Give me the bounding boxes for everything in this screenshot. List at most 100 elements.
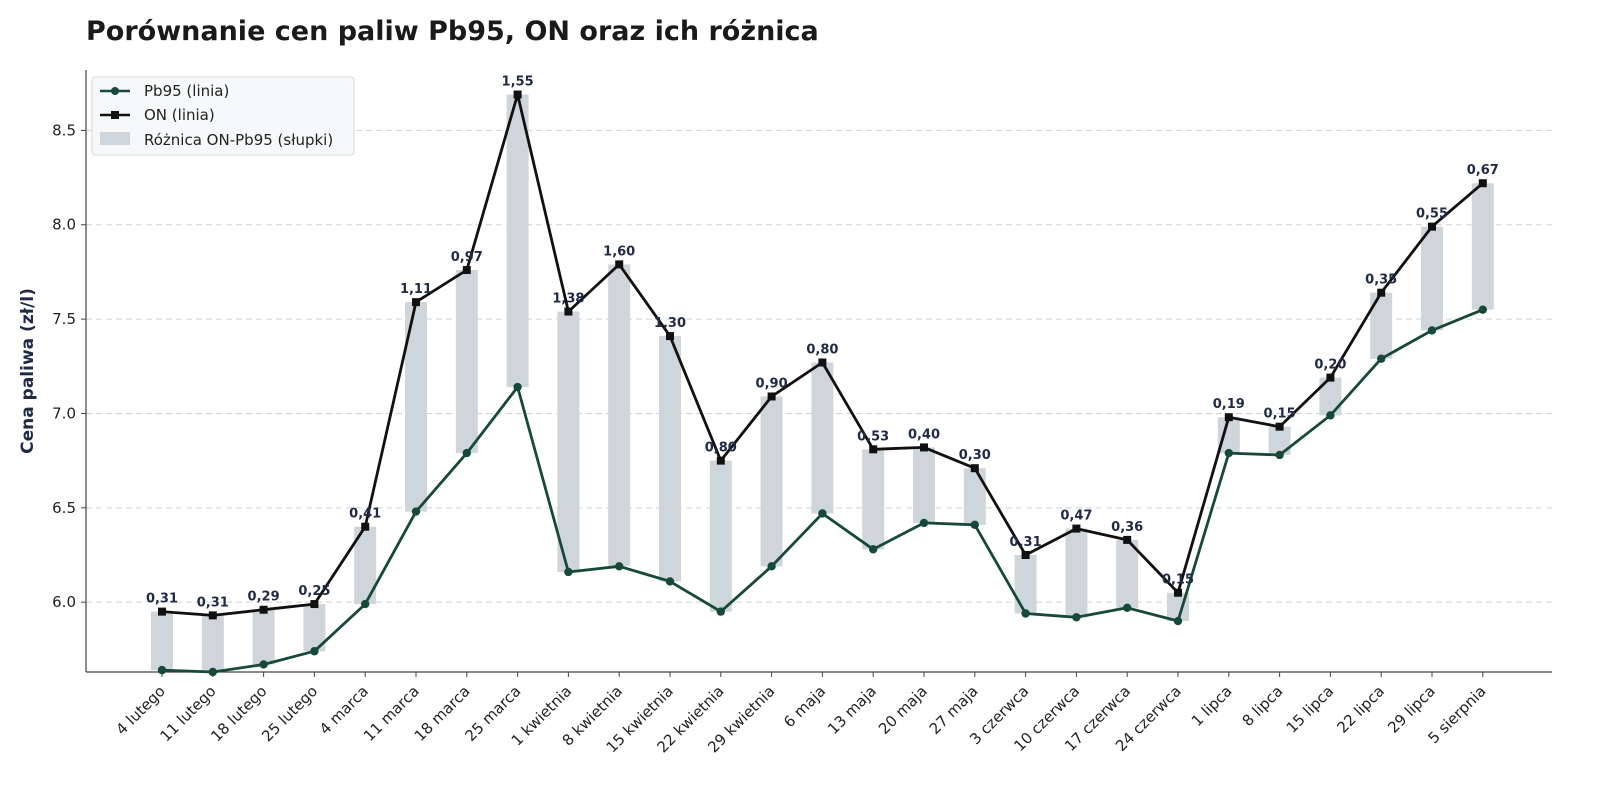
y-axis-title: Cena paliwa (zł/l) (18, 288, 38, 454)
diff-bar (659, 336, 681, 582)
diff-bar (963, 468, 986, 525)
diff-data-label: 0,15 (1162, 573, 1194, 588)
on-point (158, 607, 166, 616)
diff-bar (1319, 377, 1342, 416)
x-tick-label: 8 lipca (1239, 682, 1287, 730)
pb95-point (919, 518, 929, 528)
diff-bar (862, 449, 885, 550)
diff-data-label: 0,31 (146, 592, 178, 607)
pb95-point (1478, 305, 1488, 314)
diff-bar (1116, 539, 1139, 608)
pb95-point (1377, 354, 1386, 363)
pb95-point (411, 507, 421, 516)
on-point (869, 445, 878, 454)
pb95-point (1072, 613, 1081, 622)
y-tick-label: 6.5 (52, 499, 76, 517)
diff-bar (201, 615, 224, 672)
x-tick-label: 15 lipca (1283, 682, 1338, 737)
on-point (1326, 373, 1335, 382)
on-point (615, 260, 624, 269)
diff-bar (557, 311, 580, 572)
on-point (1275, 422, 1284, 431)
diff-data-label: 1,11 (400, 282, 432, 297)
label-layer: 0,31 0,31 0,29 0,25 0,41 1,11 0,97 1,55 1,38 1,60… (146, 75, 1499, 611)
diff-data-label: 0,30 (959, 448, 991, 463)
pb95-point (462, 448, 471, 458)
diff-data-label: 0,40 (908, 427, 940, 442)
on-point (513, 90, 522, 99)
diff-data-label: 0,20 (1314, 358, 1346, 373)
line-layer (157, 90, 1488, 677)
diff-data-label: 1,30 (654, 316, 686, 331)
on-point (564, 307, 573, 316)
on-point (1428, 222, 1436, 231)
diff-data-label: 0,47 (1060, 509, 1092, 524)
diff-data-label: 0,90 (756, 376, 788, 391)
on-point (1377, 288, 1386, 297)
pb95-point (1326, 411, 1335, 420)
on-point (767, 392, 776, 401)
diff-bar (405, 302, 427, 512)
legend-pb95-marker (111, 87, 119, 95)
on-point (208, 611, 217, 620)
legend-on-marker (111, 111, 119, 119)
diff-bar (608, 264, 631, 567)
diff-data-label: 0,35 (1365, 273, 1397, 288)
diff-bar (1370, 292, 1393, 359)
on-point (1072, 524, 1081, 533)
diff-bar (1065, 528, 1088, 618)
on-point (310, 600, 319, 609)
diff-bar (1268, 426, 1291, 455)
diff-data-label: 0,25 (298, 584, 330, 599)
x-tick-label: 22 lipca (1333, 682, 1388, 737)
pb95-point (361, 599, 370, 609)
pb95-point (259, 660, 268, 669)
diff-bar (1217, 417, 1240, 454)
pb95-point (564, 567, 573, 577)
diff-data-label: 0,41 (349, 507, 381, 522)
pb95-point (869, 545, 878, 554)
diff-bar (811, 362, 834, 514)
diff-data-label: 0,53 (857, 429, 889, 444)
legend-diff-label: Różnica ON-Pb95 (słupki) (144, 131, 333, 149)
diff-data-label: 0,36 (1111, 520, 1143, 535)
diff-bar (455, 270, 478, 454)
diff-bar (151, 611, 173, 671)
pb95-point (1021, 609, 1030, 618)
pb95-point (1224, 448, 1234, 458)
diff-data-label: 0,80 (705, 441, 737, 456)
diff-data-label: 1,55 (502, 75, 534, 90)
pb95-point (615, 562, 624, 571)
pb95-point (1275, 450, 1284, 460)
diff-bar (1471, 183, 1494, 310)
on-point (412, 298, 420, 307)
on-point (462, 266, 471, 275)
diff-data-label: 0,19 (1213, 397, 1245, 412)
diff-bar (709, 460, 732, 612)
pb95-point (970, 520, 979, 530)
on-point (1478, 179, 1487, 188)
legend-diff-swatch (100, 132, 130, 145)
chart-title: Porównanie cen paliw Pb95, ON oraz ich r… (86, 16, 819, 47)
y-tick-label: 8.5 (52, 121, 76, 139)
x-tick-label: 1 lipca (1188, 682, 1236, 730)
on-point (1021, 550, 1030, 559)
on-point (361, 522, 370, 531)
y-tick-label: 8.0 (52, 216, 76, 234)
y-tick-label: 7.5 (52, 310, 76, 328)
on-point (666, 332, 674, 341)
diff-bar (354, 526, 377, 605)
x-tick-label: 13 maja (824, 682, 880, 738)
on-point (970, 464, 979, 473)
y-tick-label: 6.0 (52, 593, 76, 611)
diff-bar (252, 609, 275, 665)
diff-data-label: 0,29 (248, 590, 280, 605)
diff-data-label: 0,31 (197, 595, 229, 610)
on-point (818, 358, 827, 367)
legend-on-label: ON (linia) (144, 106, 215, 124)
pb95-point (665, 577, 675, 586)
diff-bar (1421, 226, 1443, 331)
on-point (1123, 535, 1132, 544)
